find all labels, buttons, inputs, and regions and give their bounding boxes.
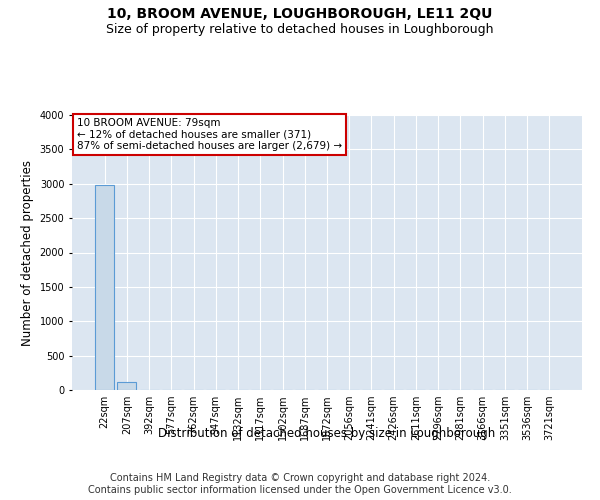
Text: 10 BROOM AVENUE: 79sqm
← 12% of detached houses are smaller (371)
87% of semi-de: 10 BROOM AVENUE: 79sqm ← 12% of detached… bbox=[77, 118, 342, 151]
Text: 10, BROOM AVENUE, LOUGHBOROUGH, LE11 2QU: 10, BROOM AVENUE, LOUGHBOROUGH, LE11 2QU bbox=[107, 8, 493, 22]
Text: Distribution of detached houses by size in Loughborough: Distribution of detached houses by size … bbox=[158, 428, 496, 440]
Bar bbox=[95, 185, 114, 390]
Text: Size of property relative to detached houses in Loughborough: Size of property relative to detached ho… bbox=[106, 22, 494, 36]
Y-axis label: Number of detached properties: Number of detached properties bbox=[21, 160, 34, 346]
Bar bbox=[118, 382, 136, 390]
Text: Contains HM Land Registry data © Crown copyright and database right 2024.
Contai: Contains HM Land Registry data © Crown c… bbox=[88, 474, 512, 495]
